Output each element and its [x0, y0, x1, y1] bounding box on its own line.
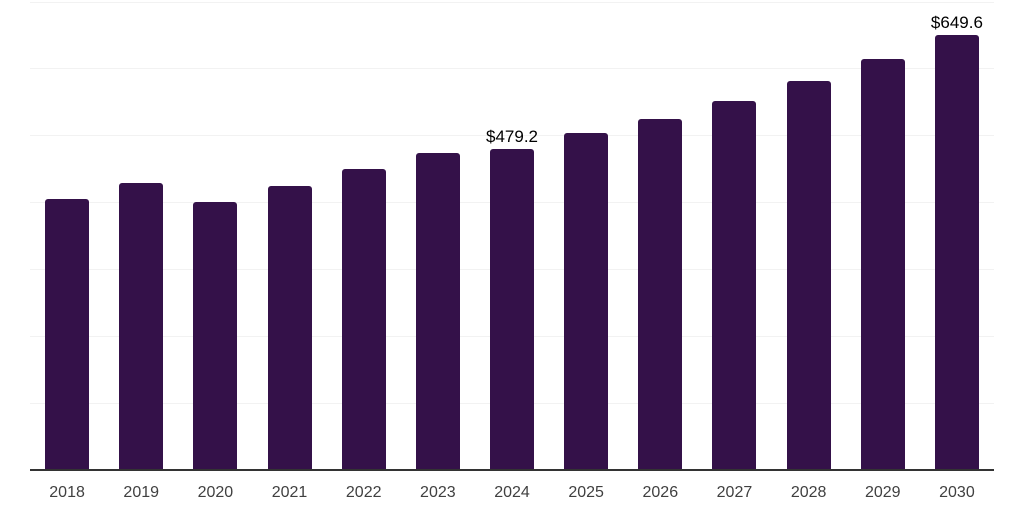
bar-2028	[786, 81, 831, 470]
bar-2029	[860, 59, 905, 470]
x-tick-label-2028: 2028	[790, 484, 827, 501]
bar-2026	[638, 119, 683, 470]
bar-2030	[934, 35, 979, 470]
gridline-500	[30, 135, 994, 137]
bar-2020	[193, 201, 238, 470]
x-tick-label-2025: 2025	[568, 484, 604, 501]
x-tick-label-2021: 2021	[271, 484, 308, 501]
x-axis-line	[30, 469, 994, 471]
bar-2022	[341, 168, 386, 470]
bar-2021	[267, 185, 312, 470]
bar-2024	[490, 149, 534, 470]
x-tick-label-2020: 2020	[197, 484, 234, 501]
x-tick-label-2023: 2023	[420, 484, 456, 501]
x-tick-label-2018: 2018	[49, 484, 85, 501]
bar-2025	[564, 133, 609, 470]
bar-2023	[415, 153, 460, 470]
bar-2019	[119, 182, 164, 470]
x-tick-label-2026: 2026	[642, 484, 679, 501]
bar-2018	[45, 198, 90, 470]
bar-2027	[712, 101, 757, 470]
x-tick-label-2019: 2019	[123, 484, 160, 501]
x-tick-label-2022: 2022	[345, 484, 382, 501]
x-tick-label-2030: 2030	[939, 484, 975, 501]
x-tick-label-2027: 2027	[716, 484, 753, 501]
gridline-600	[30, 68, 994, 70]
x-tick-label-2024: 2024	[494, 484, 530, 501]
x-tick-label-2029: 2029	[864, 484, 901, 501]
data-label-2030: $649.6	[930, 13, 983, 33]
gridline-700	[30, 1, 994, 3]
data-label-2024: $479.2	[486, 127, 538, 147]
